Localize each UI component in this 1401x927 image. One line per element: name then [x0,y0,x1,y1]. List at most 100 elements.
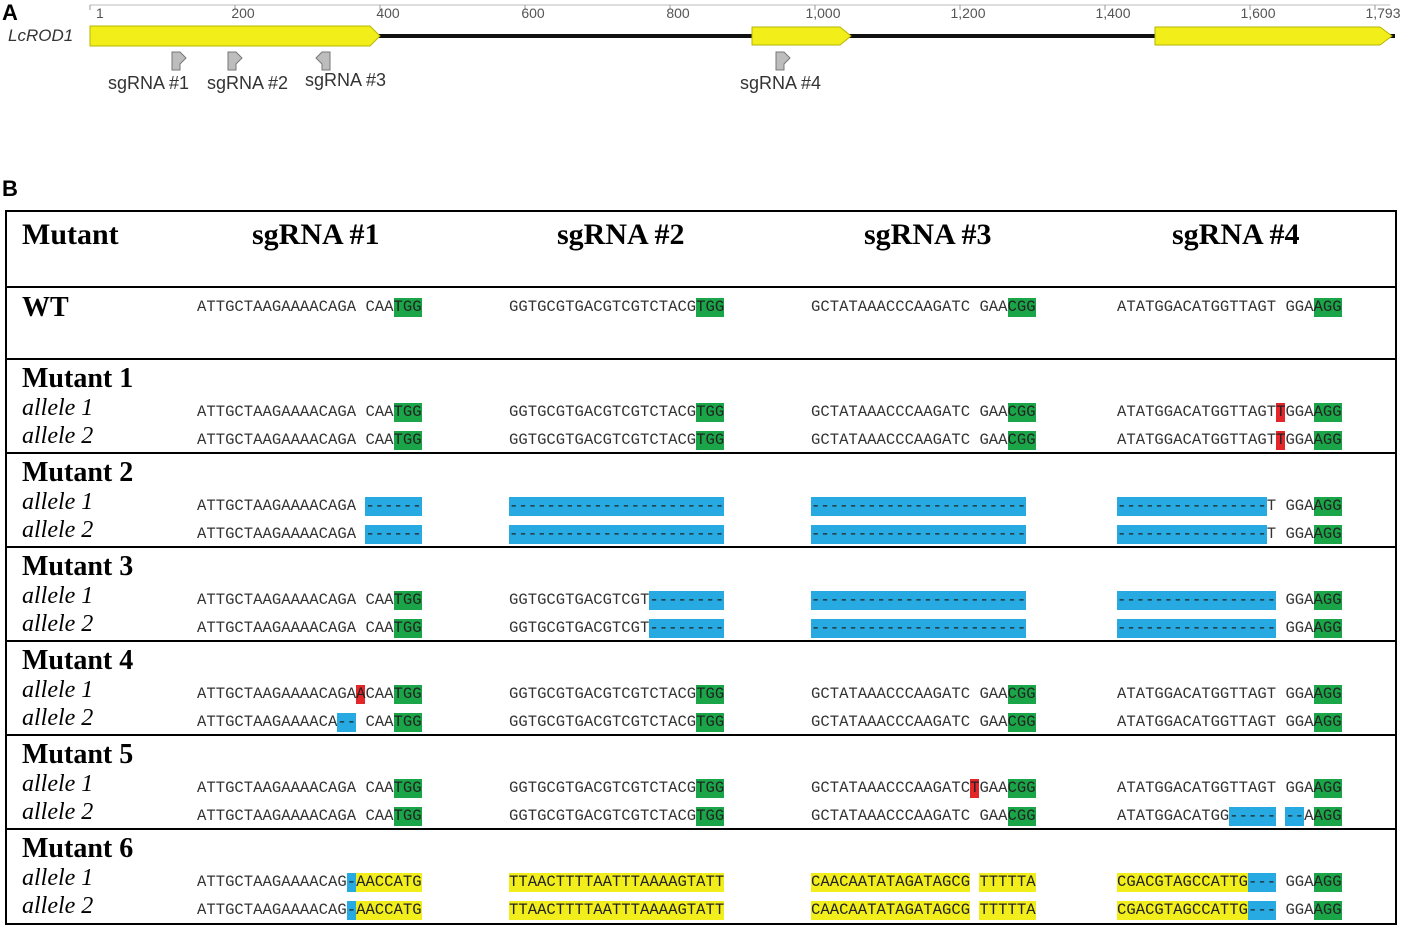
sequence-text: GCTATAAACCCAAGATC GAA [811,431,1008,449]
panel-a-label: A [2,0,18,25]
allele-seq: TTAACTTTTAATTTAAAAGTATT [509,873,725,892]
pam-highlight: AGG [1313,685,1342,704]
sequence-text: ATTGCTAAGAAAACA [197,713,338,731]
sequence-text: ATATGGACATGGTTAGT GGA [1117,779,1314,797]
pam-highlight: AGG [1313,497,1342,516]
allele-seq: ATATGGACATGG----- --AAGG [1117,807,1342,826]
header-mutant: Mutant [22,218,119,251]
deletion-highlight: ---------------- [1117,525,1267,544]
pam-highlight: TGG [393,403,422,422]
sequence-text: GGA [1276,619,1314,637]
pam-highlight: TGG [393,779,422,798]
deletion-highlight: ----------------- [1117,591,1277,610]
sequence-text: GCTATAAACCCAAGATC GAA [811,807,1008,825]
allele-seq: GGTGCGTGACGTCGTCTACGTGG [509,403,725,422]
pam-highlight: AGG [1313,591,1342,610]
allele-seq: ----------------------- [811,497,1027,516]
sequence-text: GGTGCGTGACGTCGTCTACG [509,779,697,797]
allele-seq: GCTATAAACCCAAGATC GAACGG [811,685,1036,704]
scale-tick-label: 800 [666,5,690,21]
allele-label: allele 2 [22,705,94,731]
header-row: Mutant sgRNA #1 sgRNA #2 sgRNA #3 sgRNA … [7,212,1395,288]
sequence-text: GCTATAAACCCAAGATC GAA [811,298,1008,316]
insertion-highlight: T [1276,431,1286,450]
substitution-highlight: TTAACTTTTAATTTAAAAGTATT [509,901,725,920]
pam-highlight: AGG [1313,403,1342,422]
sgrna-3-arrow [315,51,331,71]
allele-seq: CGACGTAGCCATTG--- GGAAGG [1117,873,1342,892]
allele-seq: GCTATAAACCCAAGATCTGAACGG [811,779,1036,798]
pam-highlight: AGG [1313,779,1342,798]
pam-highlight: AGG [1313,713,1342,732]
sequence-text [970,901,979,920]
scale-tick-label: 1,793 [1365,5,1400,21]
allele-label: allele 2 [22,893,94,919]
mutant-row: Mutant 5 allele 1 ATTGCTAAGAAAACAGA CAATGG… [7,736,1395,830]
sequence-text: GGTGCGTGACGTCGT [509,591,650,609]
allele-seq: ----------------T GGAAGG [1117,525,1342,544]
sequence-text: ATATGGACATGGTTAGT GGA [1117,685,1314,703]
sequence-text: CAA [365,685,394,703]
sequence-text: GGTGCGTGACGTCGTCTACG [509,431,697,449]
insertion-highlight: T [1276,403,1286,422]
sequence-text: GAA [979,779,1008,797]
substitution-highlight: CAACAATATAGATAGCG [811,873,971,892]
wt-seq-3: GCTATAAACCCAAGATC GAACGG [811,298,1036,317]
pam-highlight: CGG [1007,779,1036,798]
pam-highlight: CGG [1007,685,1036,704]
allele-seq: ATATGGACATGGTTAGT GGAAGG [1117,779,1342,798]
deletion-highlight: ----------------------- [509,497,725,516]
wt-row: WT ATTGCTAAGAAAACAGA CAATGG GGTGCGTGACGTC… [7,288,1395,360]
pam-highlight: AGG [1313,807,1342,826]
pam-highlight: AGG [1313,298,1342,317]
scale-tick-label: 400 [376,5,400,21]
pam-highlight: CGG [1007,713,1036,732]
deletion-highlight: ----------------------- [811,619,1027,638]
scale-ticks: 1 200 400 600 800 1,000 1,200 1,400 1,600 1,793 [89,5,1401,21]
allele-seq: ATTGCTAAGAAAACAGAACAATGG [197,685,422,704]
sequence-text: GGTGCGTGACGTCGTCTACG [509,807,697,825]
pam-highlight: TGG [393,807,422,826]
allele-seq: ATATGGACATGGTTAGT GGAAGG [1117,685,1342,704]
substitution-highlight: CGACGTAGCCATTG [1117,873,1249,892]
allele-seq: GGTGCGTGACGTCGTCTACGTGG [509,779,725,798]
exon-3 [1154,26,1393,46]
pam-highlight: TGG [696,685,725,704]
pam-highlight: TGG [696,431,725,450]
sequence-text: ATATGGACATGGTTAGT GGA [1117,298,1314,316]
sequence-text [970,873,979,892]
deletion-highlight: ----------------------- [811,591,1027,610]
substitution-highlight: AACCATG [356,901,422,920]
allele-seq: GGTGCGTGACGTCGTCTACGTGG [509,685,725,704]
sequence-text: GGA [1276,591,1314,609]
sequence-text: ATTGCTAAGAAAACAG [197,873,347,891]
allele-seq: GCTATAAACCCAAGATC GAACGG [811,403,1036,422]
deletion-highlight: -------- [649,591,725,610]
sgrna-4-arrow [775,51,791,71]
scale-tick-label: 1,400 [1095,5,1130,21]
allele-seq: ----------------- GGAAGG [1117,619,1342,638]
sequence-text: T GGA [1266,525,1314,543]
sequence-text: GGTGCGTGACGTCGTCTACG [509,298,697,316]
allele-label: allele 1 [22,583,94,609]
substitution-highlight: TTTTTA [979,901,1036,920]
wt-seq-4: ATATGGACATGGTTAGT GGAAGG [1117,298,1342,317]
allele-seq: ATTGCTAAGAAAACAGA CAATGG [197,591,422,610]
allele-label: allele 2 [22,611,94,637]
pam-highlight: TGG [696,298,725,317]
sequence-text: GCTATAAACCCAAGATC [811,779,971,797]
header-sgrna-4: sgRNA #4 [1172,218,1300,251]
allele-seq: ----------------------- [509,497,725,516]
substitution-highlight: CGACGTAGCCATTG [1117,901,1249,920]
mutant-row: Mutant 4 allele 1 ATTGCTAAGAAAACAGAACAATGG… [7,642,1395,736]
sgrna-4-label: sgRNA #4 [740,73,822,93]
pam-highlight: CGG [1007,298,1036,317]
sequence-text: GGA [1285,431,1314,449]
sequence-text: ATATGGACATGG [1117,807,1230,825]
pam-highlight: CGG [1007,431,1036,450]
allele-seq: ATATGGACATGGTTAGTTGGAAGG [1117,403,1342,422]
substitution-highlight: TTTTTA [979,873,1036,892]
header-sgrna-1: sgRNA #1 [252,218,380,251]
deletion-highlight: ----------------------- [509,525,725,544]
sequence-text: ATTGCTAAGAAAACAG [197,901,347,919]
